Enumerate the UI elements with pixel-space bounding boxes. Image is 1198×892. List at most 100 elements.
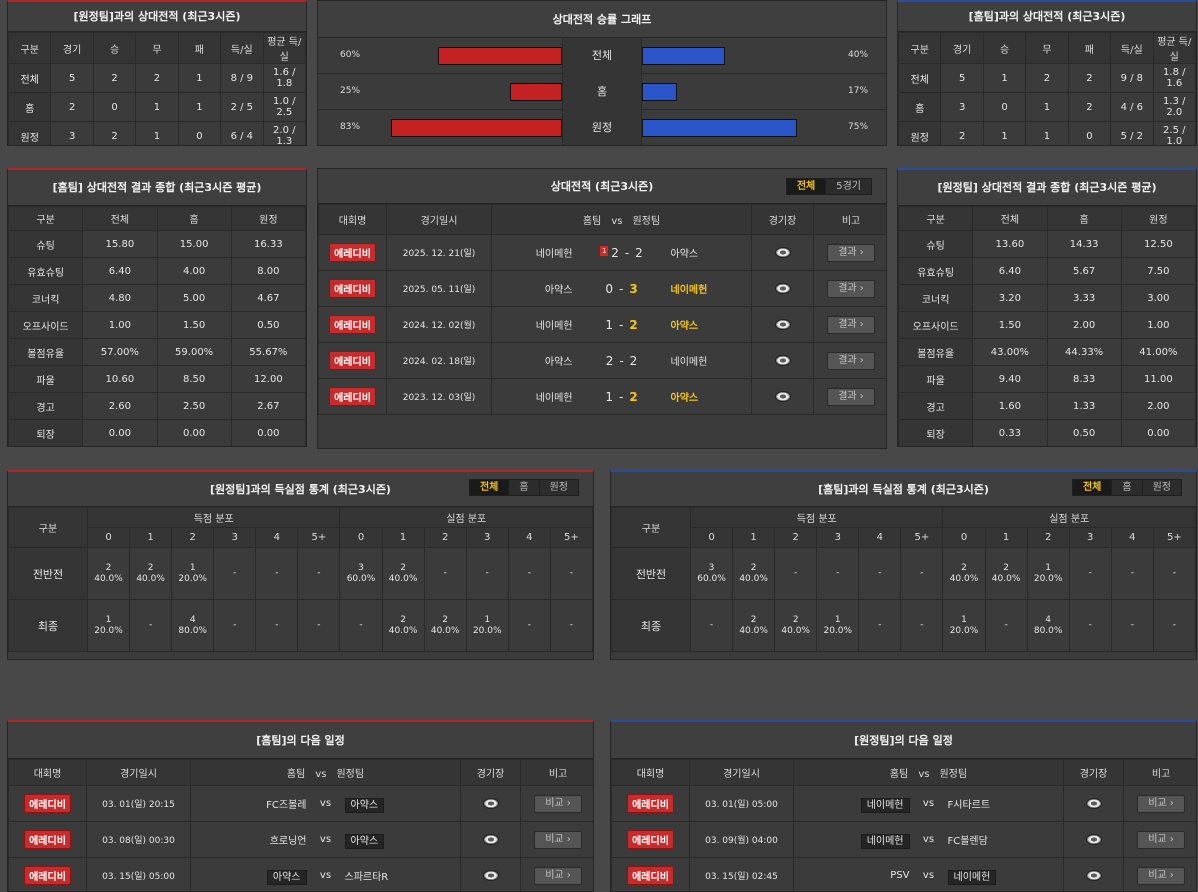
- league-badge[interactable]: 에레디비: [24, 830, 71, 849]
- home-win-rate: 25%: [340, 86, 361, 96]
- stadium-icon[interactable]: [774, 246, 791, 258]
- stadium-icon[interactable]: [774, 390, 791, 402]
- home-team-name[interactable]: 네이메헌: [535, 393, 573, 404]
- home-score: 2: [611, 245, 619, 260]
- next-home-title: [홈팀]의 다음 일정: [8, 722, 593, 759]
- league-badge[interactable]: 에레디비: [329, 243, 376, 262]
- result-button[interactable]: 결과 ›: [827, 387, 876, 406]
- summary-away-panel: [원정팀] 상대전적 결과 종합 (최근3시즌 평균) 구분 전체 홈 원정 슈팅 13.…: [897, 168, 1197, 447]
- stadium-icon[interactable]: [774, 318, 791, 330]
- stadium-cell: [751, 306, 815, 343]
- away-team-cell: FC볼렌담: [943, 821, 1065, 858]
- table-cell: 2.00: [1120, 392, 1196, 420]
- scored-distribution-header: 득점 분포: [689, 507, 944, 528]
- vs-label: vs: [319, 870, 332, 881]
- home-team-name[interactable]: 네이메헌: [535, 321, 573, 332]
- home-team-name[interactable]: 네이메헌: [860, 798, 910, 813]
- result-button[interactable]: 결과 ›: [827, 279, 876, 298]
- league-badge[interactable]: 에레디비: [329, 351, 376, 370]
- tab-away[interactable]: 원정: [1152, 482, 1171, 493]
- table-cell: 1.00: [1120, 311, 1196, 339]
- stadium-icon[interactable]: [774, 354, 791, 366]
- league-badge[interactable]: 에레디비: [329, 387, 376, 406]
- home-team-name[interactable]: 흐로닝언: [269, 836, 307, 847]
- league-badge[interactable]: 에레디비: [329, 315, 376, 334]
- graph-title: 상대전적 승률 그래프: [318, 1, 886, 38]
- home-team-name[interactable]: 아약스: [544, 357, 573, 368]
- away-team-name[interactable]: 아약스: [670, 249, 699, 260]
- tab-home[interactable]: 홈: [509, 480, 540, 495]
- goals-home-title-text: [홈팀]과의 득실점 통계 (최근3시즌): [818, 483, 989, 496]
- away-team-name[interactable]: 네이메헌: [947, 870, 997, 885]
- compare-button[interactable]: 비교 ›: [1137, 866, 1186, 885]
- away-team-name[interactable]: 네이메헌: [670, 285, 708, 296]
- table-cell: 6.40: [972, 257, 1048, 285]
- league-badge[interactable]: 에레디비: [24, 866, 71, 885]
- away-team-name[interactable]: 아약스: [344, 798, 385, 813]
- column-header: 패: [177, 32, 222, 64]
- home-team-name[interactable]: 아약스: [266, 870, 307, 885]
- goal-count: 1: [484, 614, 491, 625]
- league-badge[interactable]: 에레디비: [627, 794, 674, 813]
- league-badge[interactable]: 에레디비: [627, 830, 674, 849]
- stadium-icon[interactable]: [1085, 797, 1102, 809]
- distribution-cell: 4 80.0%: [1026, 599, 1070, 652]
- stadium-icon[interactable]: [1085, 869, 1102, 881]
- league-badge[interactable]: 에레디비: [329, 279, 376, 298]
- distribution-cell: 3 60.0%: [689, 547, 734, 600]
- graph-row-label: 전체: [562, 38, 642, 74]
- table-row: 유효슈팅 6.40 4.00 8.00: [8, 257, 306, 285]
- stadium-icon[interactable]: [482, 869, 499, 881]
- away-team-name[interactable]: 네이메헌: [670, 357, 708, 368]
- result-button[interactable]: 결과 ›: [827, 315, 876, 334]
- result-button[interactable]: 결과 ›: [827, 243, 876, 262]
- red-card-icon: 1: [600, 245, 609, 256]
- tab-away[interactable]: 원정: [549, 482, 568, 493]
- tab-home[interactable]: 홈: [1112, 480, 1143, 495]
- league-badge[interactable]: 에레디비: [627, 866, 674, 885]
- league-badge[interactable]: 에레디비: [24, 794, 71, 813]
- table-cell: 1: [177, 63, 222, 93]
- stadium-icon[interactable]: [1085, 833, 1102, 845]
- away-team-name[interactable]: F시타르트: [947, 800, 991, 811]
- compare-button[interactable]: 비교 ›: [534, 866, 583, 885]
- note-cell: 결과 ›: [813, 306, 886, 343]
- stadium-icon[interactable]: [774, 282, 791, 294]
- compare-button[interactable]: 비교 ›: [534, 794, 583, 813]
- table-row: 에레디비 03. 15(일) 05:00 아약스 vs 스파르타R 비교 ›: [8, 857, 593, 891]
- home-team-name[interactable]: 네이메헌: [535, 249, 573, 260]
- home-team-name[interactable]: FC즈볼레: [266, 800, 307, 811]
- away-team-name[interactable]: 아약스: [344, 834, 385, 849]
- tab-all[interactable]: 전체: [469, 480, 510, 495]
- away-team-name[interactable]: 스파르타R: [344, 872, 389, 883]
- goal-count: -: [794, 568, 798, 578]
- compare-button[interactable]: 비교 ›: [534, 830, 583, 849]
- tab-5-games[interactable]: 5경기: [836, 181, 861, 192]
- home-team-name[interactable]: 아약스: [544, 285, 573, 296]
- stadium-icon[interactable]: [482, 833, 499, 845]
- home-team-name[interactable]: PSV: [890, 870, 910, 881]
- away-team-cell: 아약스: [340, 821, 462, 858]
- stadium-icon[interactable]: [482, 797, 499, 809]
- away-team-name[interactable]: 아약스: [670, 393, 699, 404]
- home-team-name[interactable]: 네이메헌: [860, 834, 910, 849]
- goals-away-table: 구분 득점 분포 실점 분포 0 1 2 3 4 5+ 0 1 2 3 4 5+ 전반전 2 40.0% 2 40.0…: [8, 507, 593, 652]
- table-cell: 1: [177, 92, 222, 122]
- compare-button[interactable]: 비교 ›: [1137, 794, 1186, 813]
- vs-label: vs: [922, 798, 935, 809]
- away-team-name[interactable]: FC볼렌담: [947, 836, 988, 847]
- vs-cell: vs: [913, 821, 944, 858]
- goal-percent: 80.0%: [1033, 625, 1063, 636]
- home-team-cell: 네이메헌: [491, 378, 577, 415]
- away-team-name[interactable]: 아약스: [670, 321, 699, 332]
- tab-all[interactable]: 전체: [1072, 480, 1113, 495]
- away-score: 2: [629, 389, 638, 404]
- distribution-cell: 2 40.0%: [129, 547, 173, 600]
- table-cell: 8.50: [156, 365, 232, 393]
- away-team-cell: 스파르타R: [340, 857, 462, 891]
- table-cell: 5 / 2: [1110, 121, 1154, 145]
- compare-button[interactable]: 비교 ›: [1137, 830, 1186, 849]
- result-button[interactable]: 결과 ›: [827, 351, 876, 370]
- tab-all[interactable]: 전체: [786, 179, 827, 194]
- stadium-cell: [460, 785, 522, 822]
